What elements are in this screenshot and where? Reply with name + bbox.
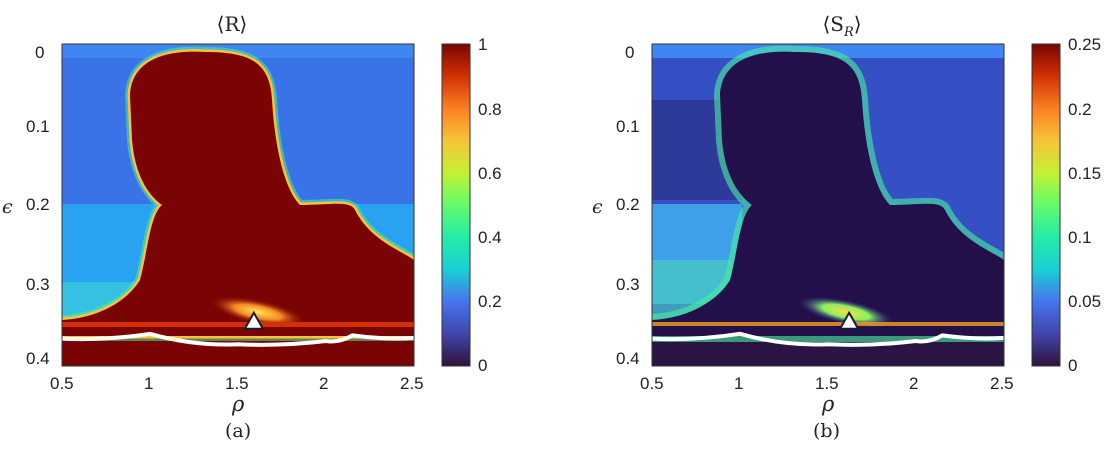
colorbar-tick: 0 [1068,356,1078,375]
x-tick: 1 [144,374,154,393]
heatmap-a [62,44,414,366]
heatmap-a-svg [61,43,471,367]
boundary-curve [651,331,1005,347]
boundary-curve [61,331,415,347]
y-tick: 0.2 [26,195,50,214]
y-axis-label: ϵ [2,196,13,218]
colorbar-tick: 0 [478,356,488,375]
colorbar-tick: 0.25 [1068,35,1102,54]
hot-spot [210,296,306,328]
marker-triangle [838,310,860,330]
caption: (a) [225,420,252,442]
x-tick: 2 [909,374,919,393]
y-tick: 0.1 [26,117,50,136]
title-main: ⟨S [822,12,844,36]
x-tick: 2.5 [400,374,424,393]
colorbar-tick: 0.6 [478,164,502,183]
x-tick: 0.5 [640,374,664,393]
colorbar-tick: 0.05 [1068,292,1102,311]
colorbar-tick: 0.8 [478,100,502,119]
y-tick: 0 [35,43,45,62]
hot-spot [798,296,894,328]
x-axis-label: ρ [822,392,835,416]
x-tick: 1.5 [225,374,249,393]
colorbar-tick: 0.4 [478,228,502,247]
colorbar-tick: 0.2 [1068,100,1092,119]
plot-frame [651,43,1005,367]
x-axis-label: ρ [232,392,245,416]
chart-title: ⟨R⟩ [216,12,248,36]
y-tick: 0 [625,43,635,62]
panel-b: ⟨SR⟩ [554,0,1108,457]
boundary-band [62,322,414,327]
colorbar-tick: 0.1 [1068,228,1092,247]
colorbar [441,43,471,367]
title-close: ⟩ [853,12,862,36]
y-tick: 0.3 [26,275,50,294]
x-tick: 2 [319,374,329,393]
y-tick: 0.3 [616,275,640,294]
title-sub: R [843,25,854,40]
colorbar [1031,43,1061,367]
y-tick: 0.4 [616,349,640,368]
sync-region [652,51,1004,336]
y-tick: 0.4 [26,349,50,368]
chart-title: ⟨SR⟩ [782,12,902,40]
heatmap-b-svg [651,43,1061,367]
x-tick: 2.5 [990,374,1014,393]
y-tick: 0.2 [616,195,640,214]
boundary-band [652,322,1004,326]
x-tick: 0.5 [50,374,74,393]
sync-region [62,51,414,336]
marker-triangle [243,310,265,330]
colorbar-tick: 0.2 [478,292,502,311]
plot-frame [61,43,415,367]
x-tick: 1.5 [815,374,839,393]
x-tick: 1 [734,374,744,393]
y-tick: 0.1 [616,117,640,136]
colorbar-tick: 1 [478,35,488,54]
panel-a: ⟨R⟩ [0,0,554,457]
heatmap-b [652,44,1004,366]
caption: (b) [813,420,840,442]
y-axis-label: ϵ [592,196,603,218]
colorbar-tick: 0.15 [1068,164,1102,183]
